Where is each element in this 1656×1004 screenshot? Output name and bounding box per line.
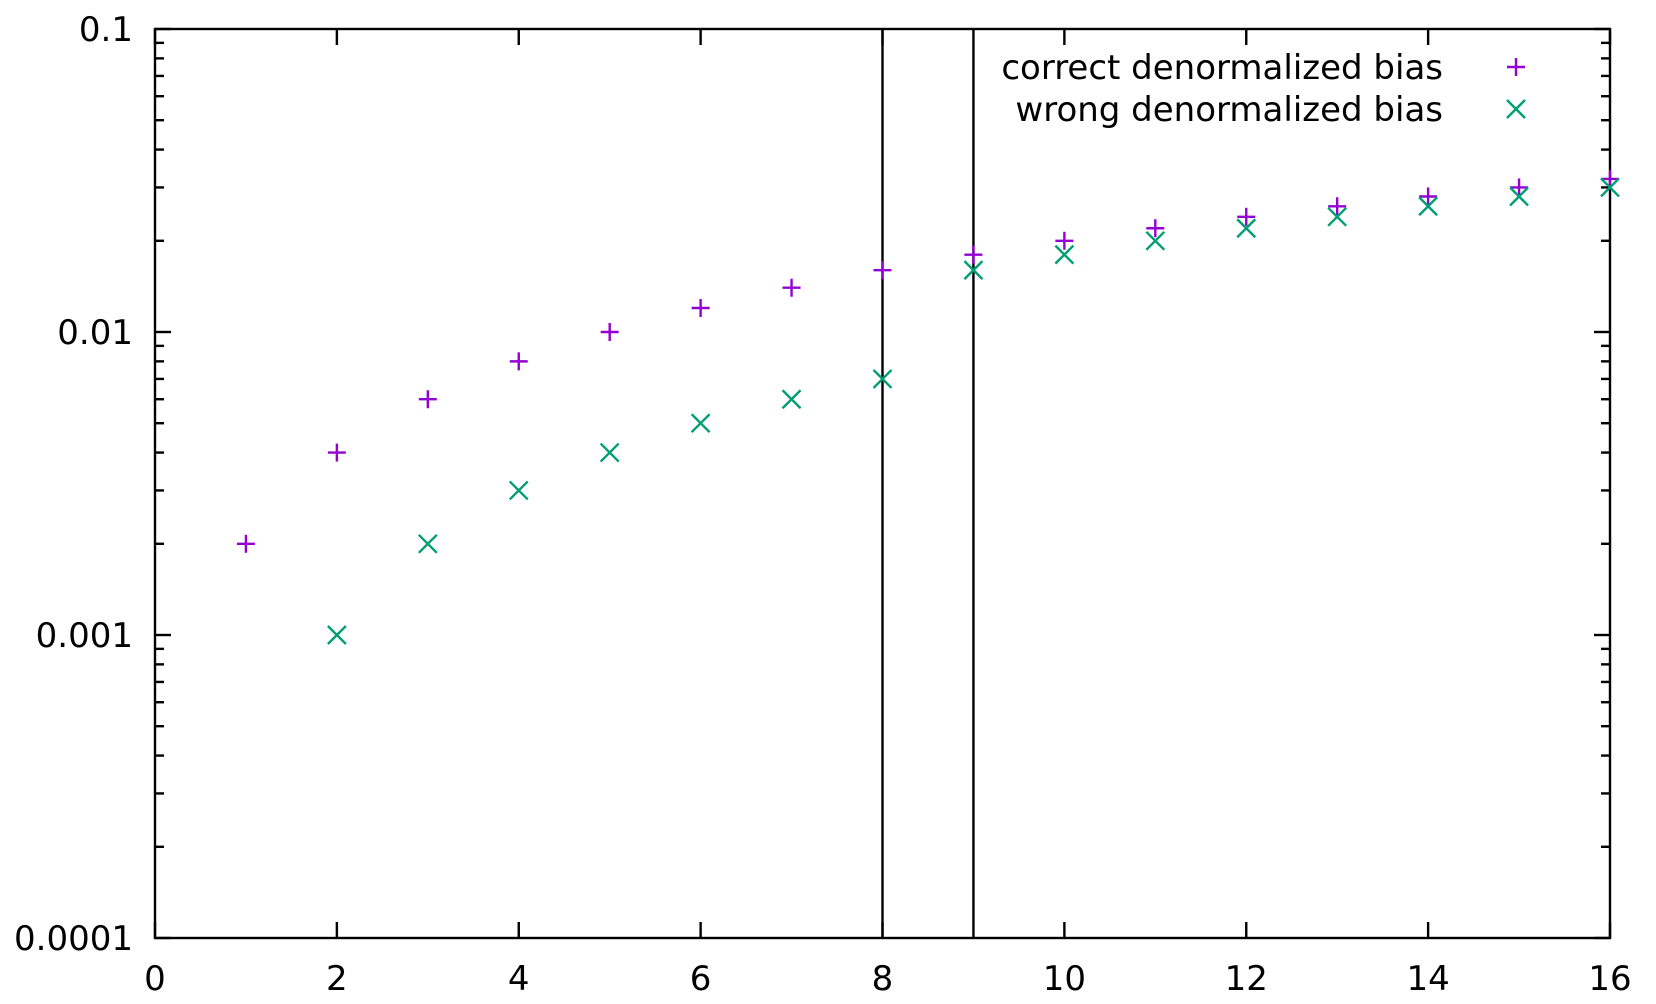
data-point [1600,177,1620,198]
legend-marker [1506,99,1526,119]
legend-entry: correct denormalized bias [1001,48,1525,88]
x-tick-label: 16 [1588,959,1631,999]
marker-stroke [1509,186,1529,207]
data-point [1054,244,1075,265]
marker-stroke [599,442,620,463]
data-point [1055,231,1074,250]
legend-entry: wrong denormalized bias [1015,90,1526,130]
vertical-lines [881,29,975,938]
x-tick-label: 10 [1043,959,1086,999]
data-point [418,390,437,409]
data-points [236,169,1620,645]
legend-label: wrong denormalized bias [1015,90,1443,130]
marker-stroke [508,480,529,501]
data-point [1237,207,1256,226]
data-point [1328,197,1347,216]
data-point [1509,186,1529,207]
data-point [417,533,438,554]
y-tick-label: 0.0001 [14,919,133,959]
y-tick-label: 0.001 [36,616,133,656]
y-tick-label: 0.1 [79,10,133,50]
data-point [599,442,620,463]
data-point [690,413,711,434]
x-tick-label: 6 [690,959,712,999]
data-point [236,534,255,553]
marker-stroke [417,533,438,554]
data-point [508,480,529,501]
marker-stroke [872,369,893,389]
series-wrong [327,177,1620,645]
data-point [1145,230,1166,251]
y-axis: 0.0001 0.001 0.01 0.1 [14,10,1610,959]
marker-stroke [327,625,347,645]
marker-stroke [1145,230,1166,251]
marker-stroke [1506,99,1526,119]
x-tick-label: 0 [144,959,166,999]
data-point [1327,206,1348,227]
data-point [781,389,802,410]
data-point [1510,178,1529,197]
x-tick-label: 12 [1225,959,1268,999]
data-point [782,278,801,297]
x-axis: 0 2 4 6 8 10 12 14 16 [144,29,1632,999]
legend-label: correct denormalized bias [1001,48,1443,88]
data-point [691,299,710,318]
legend-marker [1507,58,1525,76]
data-point [509,352,528,371]
x-tick-label: 2 [326,959,348,999]
marker-stroke [781,389,802,410]
data-point [963,260,984,281]
data-point [964,245,983,264]
marker-stroke [690,413,711,434]
y-tick-label: 0.01 [57,313,133,353]
marker-stroke [1600,177,1620,198]
data-point [1419,187,1438,206]
data-point [327,625,347,645]
marker-stroke [1054,244,1075,265]
data-point [872,369,893,389]
data-point [1418,196,1438,217]
marker-stroke [1418,196,1438,217]
data-point [1146,219,1165,238]
series-correct [236,169,1619,553]
data-point [1236,218,1257,239]
marker-stroke [963,260,984,281]
data-point [1601,169,1619,188]
x-tick-label: 4 [508,959,530,999]
x-tick-label: 14 [1406,959,1449,999]
marker-stroke [1236,218,1257,239]
data-point [600,323,619,341]
marker-stroke [1327,206,1348,227]
data-point [873,261,892,280]
data-point [327,443,346,462]
x-tick-label: 8 [872,959,894,999]
